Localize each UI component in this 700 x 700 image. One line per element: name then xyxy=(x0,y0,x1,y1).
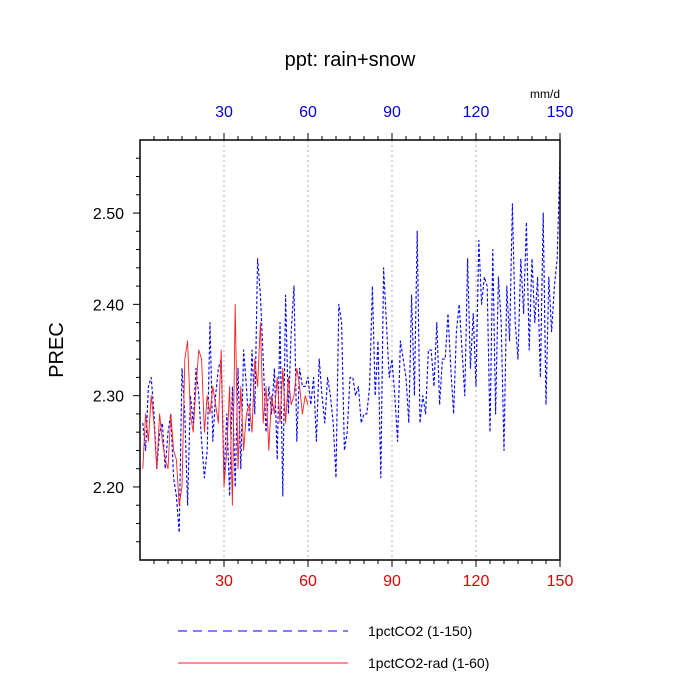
top-axis-unit: mm/d xyxy=(530,87,560,101)
x-tick-label-bottom: 150 xyxy=(547,573,574,590)
x-tick-label-top: 120 xyxy=(463,104,490,121)
plot-frame xyxy=(139,139,561,561)
chart-title: ppt: rain+snow xyxy=(285,49,416,71)
y-tick-label: 2.50 xyxy=(93,206,124,223)
series-group xyxy=(142,158,561,534)
legend: 1pctCO2 (1-150) 1pctCO2-rad (1-60) xyxy=(178,623,489,671)
axis-ticks: 30 30 60 60 90 90 120 120 150 150 2.20 2.30 2.40 2.50 xyxy=(93,104,574,590)
grid-lines xyxy=(223,140,477,560)
legend-label-series-1: 1pctCO2 (1-150) xyxy=(368,623,472,639)
x-tick-label-top: 60 xyxy=(299,104,317,121)
y-tick-label: 2.40 xyxy=(93,297,124,314)
x-tick-label-top: 150 xyxy=(547,104,574,121)
x-tick-label-top: 30 xyxy=(215,104,233,121)
x-tick-label-bottom: 120 xyxy=(463,573,490,590)
x-tick-label-bottom: 60 xyxy=(299,573,317,590)
series-line-1 xyxy=(142,158,561,534)
y-tick-label: 2.20 xyxy=(93,480,124,497)
x-tick-label-bottom: 30 xyxy=(215,573,233,590)
y-tick-label: 2.30 xyxy=(93,389,124,406)
legend-label-series-2: 1pctCO2-rad (1-60) xyxy=(368,655,489,671)
series-line-2 xyxy=(142,303,309,506)
x-tick-label-top: 90 xyxy=(383,104,401,121)
x-tick-label-bottom: 90 xyxy=(383,573,401,590)
y-axis-label: PREC xyxy=(46,322,68,378)
